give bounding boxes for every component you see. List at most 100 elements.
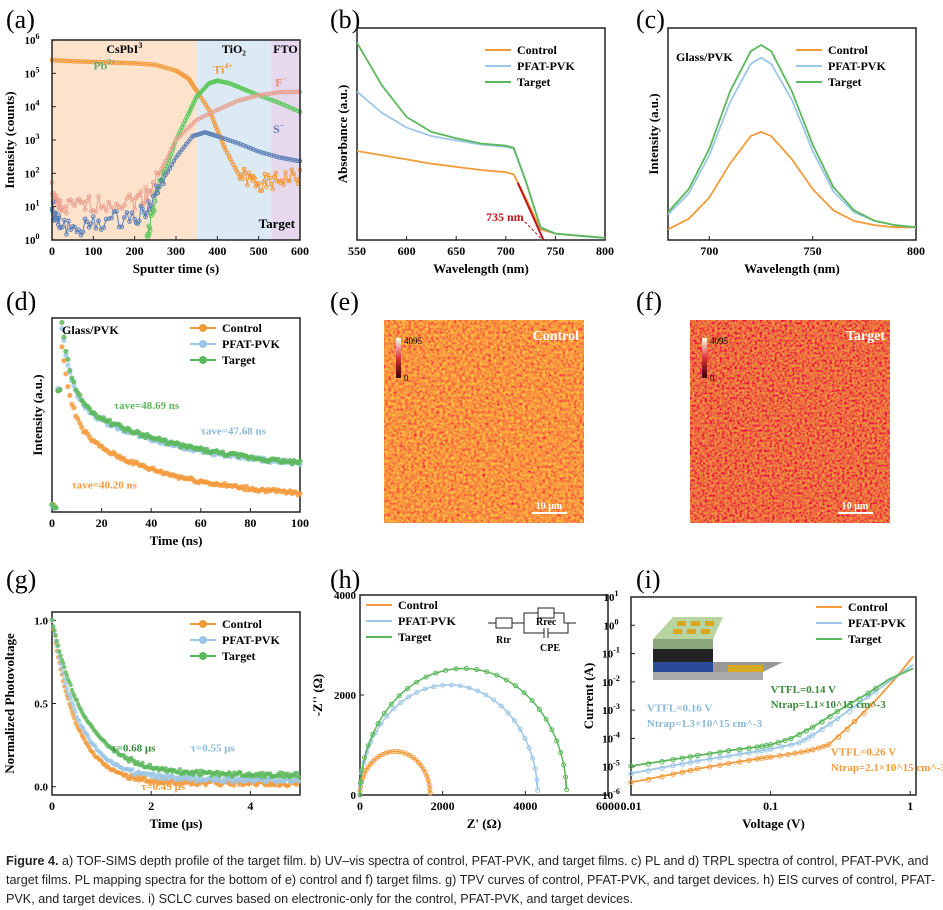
data-point xyxy=(279,101,285,107)
data-point xyxy=(746,757,752,764)
data-point xyxy=(59,657,65,662)
legend-label: Control xyxy=(398,598,438,612)
data-point xyxy=(865,690,871,696)
data-point xyxy=(529,698,535,704)
legend-item: Control xyxy=(816,600,888,614)
y-tick-label: 10-4 xyxy=(602,730,620,745)
data-point xyxy=(75,416,81,422)
data-point xyxy=(384,713,390,719)
legend-marker xyxy=(199,652,207,660)
series-line xyxy=(51,91,300,214)
equivalent-circuit: Rtr Rrec CPE xyxy=(488,607,576,654)
data-point xyxy=(74,697,80,703)
data-point xyxy=(79,424,85,430)
legend-item: Target xyxy=(816,632,882,646)
annotation: Target xyxy=(259,216,296,231)
x-tick-label: 40 xyxy=(145,516,157,530)
data-point xyxy=(63,352,69,358)
y-tick-label: 103 xyxy=(25,132,40,147)
data-point xyxy=(122,215,127,220)
data-point xyxy=(127,192,132,198)
data-point xyxy=(679,755,686,761)
data-point xyxy=(78,232,84,238)
data-point xyxy=(405,686,411,692)
legend-label: PFAT-PVK xyxy=(828,59,886,73)
data-point xyxy=(297,490,303,497)
series-line xyxy=(630,655,914,784)
series-line xyxy=(356,42,606,239)
data-point xyxy=(210,117,216,123)
data-point xyxy=(873,689,879,695)
y-tick-label: 10-1 xyxy=(602,646,620,661)
data-point xyxy=(645,776,652,783)
circuit-label: Rtr xyxy=(496,635,512,646)
series-line xyxy=(667,43,917,229)
legend-item: PFAT-PVK xyxy=(485,59,575,73)
data-point xyxy=(169,146,175,151)
data-point xyxy=(191,100,196,106)
colorbar-min: 0 xyxy=(710,373,715,383)
data-point xyxy=(803,728,809,734)
legend-label: PFAT-PVK xyxy=(222,337,280,351)
legend-label: Control xyxy=(222,321,262,335)
series-label: S− xyxy=(273,121,285,136)
data-point xyxy=(767,742,774,748)
data-point xyxy=(820,743,827,750)
data-point xyxy=(670,762,676,769)
chart-b: 550 600 650 700 750 800 Wavelength (nm) Absorba… xyxy=(335,27,614,276)
chart-d: 0 20 40 60 80 100 Time (ns) Intensity (a.u.) Con… xyxy=(30,317,309,548)
x-tick-label: 100 xyxy=(84,244,102,258)
data-point xyxy=(809,724,816,730)
data-point xyxy=(777,753,783,759)
series-line xyxy=(359,667,568,796)
plot-frame xyxy=(630,596,917,796)
annotation: 735 nm xyxy=(486,210,524,224)
data-point xyxy=(193,96,198,102)
data-point xyxy=(725,747,732,754)
series-line xyxy=(356,90,606,239)
data-point xyxy=(827,713,833,720)
data-point xyxy=(873,685,879,692)
pl-map-f: 4095 0 Target 10 μm xyxy=(690,320,890,523)
data-point xyxy=(212,122,218,128)
data-point xyxy=(162,437,168,443)
series-line xyxy=(51,59,301,192)
data-point xyxy=(209,115,215,120)
data-point xyxy=(143,214,148,220)
data-point xyxy=(240,143,246,148)
legend-item: Control xyxy=(366,598,438,612)
data-point xyxy=(413,757,419,763)
legend-label: Target xyxy=(222,649,256,663)
legend-label: Target xyxy=(517,75,551,89)
map-label: Target xyxy=(846,329,885,344)
data-point xyxy=(549,727,555,733)
layer-fto-side xyxy=(653,672,763,680)
data-point xyxy=(846,702,853,709)
series-line xyxy=(356,150,606,239)
y-axis-label: Current (A) xyxy=(581,663,596,730)
data-point xyxy=(406,694,412,700)
data-point xyxy=(368,761,374,767)
data-point xyxy=(190,103,195,108)
data-point xyxy=(798,749,805,755)
y-tick-label: 2000 xyxy=(334,690,357,702)
data-point xyxy=(687,767,694,774)
annotation-arrow xyxy=(517,214,541,239)
data-point xyxy=(796,740,802,746)
lifetime-label: τave=48.69 ns xyxy=(114,400,180,412)
data-point xyxy=(72,706,77,712)
y-tick-label: 102 xyxy=(25,165,40,180)
x-tick-label: 550 xyxy=(348,244,366,258)
data-point xyxy=(57,387,63,393)
data-point xyxy=(165,154,171,159)
data-point xyxy=(370,758,376,764)
data-point xyxy=(215,127,220,133)
data-point xyxy=(564,787,570,793)
data-point xyxy=(521,690,527,696)
x-axis-label: Z' (Ω) xyxy=(467,816,502,831)
x-tick-label: 4 xyxy=(247,799,253,813)
data-point xyxy=(261,150,267,156)
data-point xyxy=(70,224,75,229)
y-tick-label: 101 xyxy=(25,199,40,214)
tangent-line xyxy=(516,182,545,241)
